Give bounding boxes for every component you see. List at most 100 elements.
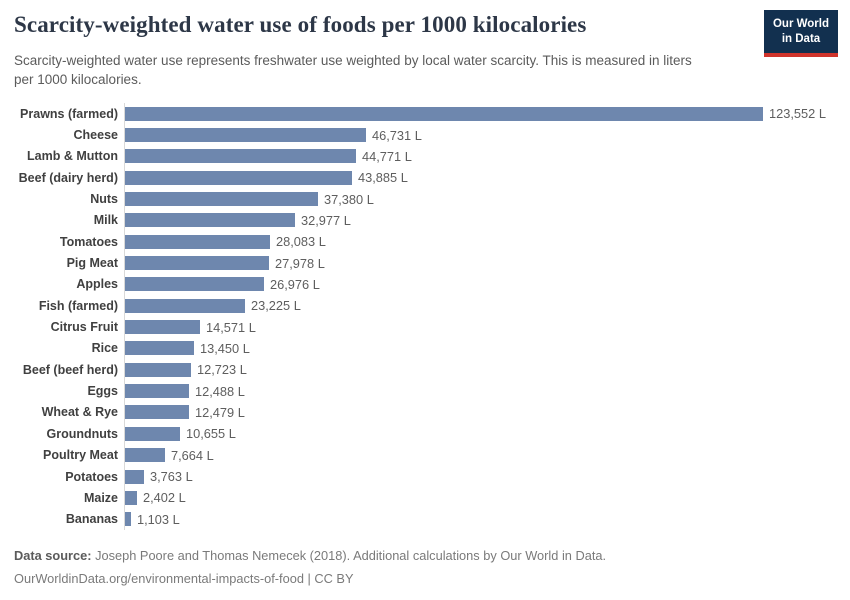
plot-cell: 12,723 L bbox=[124, 359, 840, 381]
category-label: Bananas bbox=[65, 512, 118, 527]
bar[interactable] bbox=[125, 384, 189, 399]
bar[interactable] bbox=[125, 192, 318, 207]
bar[interactable] bbox=[125, 490, 137, 505]
bar[interactable] bbox=[125, 512, 131, 527]
bar-row: Lamb & Mutton 44,771 L bbox=[14, 145, 840, 168]
plot-cell: 12,488 L bbox=[124, 380, 840, 402]
value-label: 1,103 L bbox=[137, 511, 180, 527]
plot-cell: 43,885 L bbox=[124, 167, 840, 189]
category-label: Wheat & Rye bbox=[41, 405, 118, 420]
value-label: 28,083 L bbox=[276, 234, 326, 250]
bar-row: Pig Meat 27,978 L bbox=[14, 252, 840, 274]
bar-row: Tomatoes 28,083 L bbox=[14, 231, 840, 253]
value-label: 12,723 L bbox=[197, 362, 247, 378]
category-label: Tomatoes bbox=[59, 234, 118, 249]
data-source-label: Data source: bbox=[14, 548, 92, 564]
plot-cell: 23,225 L bbox=[124, 295, 840, 317]
bar-row: Cheese 46,731 L bbox=[14, 124, 840, 146]
bar-chart: Prawns (farmed) 123,552 L Cheese 46,731 L La… bbox=[14, 103, 840, 530]
value-label: 12,488 L bbox=[195, 383, 245, 399]
bar-row: Poultry Meat 7,664 L bbox=[14, 444, 840, 466]
category-label: Rice bbox=[91, 341, 118, 356]
bar-row: Potatoes 3,763 L bbox=[14, 465, 840, 488]
bar-row: Wheat & Rye 12,479 L bbox=[14, 401, 840, 424]
value-label: 14,571 L bbox=[206, 319, 256, 335]
plot-cell: 44,771 L bbox=[124, 145, 840, 168]
bar-row: Nuts 37,380 L bbox=[14, 188, 840, 210]
value-label: 123,552 L bbox=[769, 106, 826, 122]
plot-cell: 13,450 L bbox=[124, 337, 840, 360]
bar[interactable] bbox=[125, 426, 180, 441]
bar-row: Maize 2,402 L bbox=[14, 487, 840, 509]
category-label: Nuts bbox=[90, 192, 118, 207]
bar-row: Bananas 1,103 L bbox=[14, 508, 840, 530]
plot-cell: 123,552 L bbox=[124, 103, 840, 125]
category-label: Cheese bbox=[73, 128, 118, 143]
value-label: 44,771 L bbox=[362, 148, 412, 164]
bar-row: Milk 32,977 L bbox=[14, 209, 840, 232]
plot-cell: 46,731 L bbox=[124, 124, 840, 146]
plot-cell: 28,083 L bbox=[124, 231, 840, 253]
value-label: 26,976 L bbox=[270, 276, 320, 292]
bar[interactable] bbox=[125, 448, 165, 463]
category-label: Milk bbox=[93, 213, 118, 228]
license-line: OurWorldinData.org/environmental-impacts… bbox=[14, 570, 354, 586]
bar-row: Apples 26,976 L bbox=[14, 273, 840, 296]
chart-title: Scarcity-weighted water use of foods per… bbox=[14, 12, 587, 37]
value-label: 43,885 L bbox=[358, 170, 408, 186]
value-label: 3,763 L bbox=[150, 469, 193, 485]
owid-logo-line2: in Data bbox=[781, 32, 821, 45]
bar-row: Rice 13,450 L bbox=[14, 337, 840, 360]
owid-logo-line1: Our World bbox=[772, 18, 829, 30]
bar[interactable] bbox=[125, 277, 264, 292]
plot-cell: 26,976 L bbox=[124, 273, 840, 296]
bar-row: Groundnuts 10,655 L bbox=[14, 423, 840, 445]
data-source-line: Data source: Joseph Poore and Thomas Nem… bbox=[14, 545, 606, 567]
plot-cell: 32,977 L bbox=[124, 209, 840, 232]
plot-cell: 14,571 L bbox=[124, 316, 840, 338]
bar-row: Citrus Fruit 14,571 L bbox=[14, 316, 840, 338]
bar[interactable] bbox=[125, 298, 245, 313]
category-label: Apples bbox=[76, 277, 118, 292]
plot-cell: 12,479 L bbox=[124, 401, 840, 424]
value-label: 2,402 L bbox=[143, 490, 186, 506]
bar[interactable] bbox=[125, 405, 189, 420]
bar[interactable] bbox=[125, 128, 366, 143]
plot-cell: 10,655 L bbox=[124, 423, 840, 445]
data-source-text: Joseph Poore and Thomas Nemecek (2018). … bbox=[91, 548, 607, 564]
category-label: Pig Meat bbox=[66, 256, 118, 271]
bar[interactable] bbox=[125, 256, 269, 271]
bar[interactable] bbox=[125, 170, 352, 185]
chart-footer: Data source: Joseph Poore and Thomas Nem… bbox=[14, 545, 606, 590]
bar-row: Prawns (farmed) 123,552 L bbox=[14, 103, 840, 125]
plot-cell: 2,402 L bbox=[124, 487, 840, 509]
plot-cell: 7,664 L bbox=[124, 444, 840, 466]
value-label: 12,479 L bbox=[195, 404, 245, 420]
value-label: 7,664 L bbox=[171, 447, 214, 463]
category-label: Poultry Meat bbox=[42, 448, 118, 463]
value-label: 37,380 L bbox=[324, 191, 374, 207]
bar-row: Beef (dairy herd) 43,885 L bbox=[14, 167, 840, 189]
value-label: 27,978 L bbox=[275, 255, 325, 271]
category-label: Prawns (farmed) bbox=[20, 106, 118, 121]
bar[interactable] bbox=[125, 213, 295, 228]
bar[interactable] bbox=[125, 106, 763, 121]
category-label: Beef (dairy herd) bbox=[18, 170, 118, 185]
category-label: Citrus Fruit bbox=[50, 320, 118, 335]
bar[interactable] bbox=[125, 149, 356, 164]
category-label: Fish (farmed) bbox=[38, 298, 118, 313]
value-label: 46,731 L bbox=[372, 127, 422, 143]
plot-cell: 37,380 L bbox=[124, 188, 840, 210]
bar[interactable] bbox=[125, 469, 144, 484]
bar[interactable] bbox=[125, 320, 200, 335]
bar[interactable] bbox=[125, 362, 191, 377]
owid-logo[interactable]: Our World in Data bbox=[764, 10, 838, 57]
value-label: 13,450 L bbox=[200, 340, 250, 356]
bar[interactable] bbox=[125, 234, 270, 249]
plot-cell: 1,103 L bbox=[124, 508, 840, 530]
bar[interactable] bbox=[125, 341, 194, 356]
category-label: Groundnuts bbox=[46, 426, 118, 441]
value-label: 32,977 L bbox=[301, 212, 351, 228]
plot-cell: 27,978 L bbox=[124, 252, 840, 274]
